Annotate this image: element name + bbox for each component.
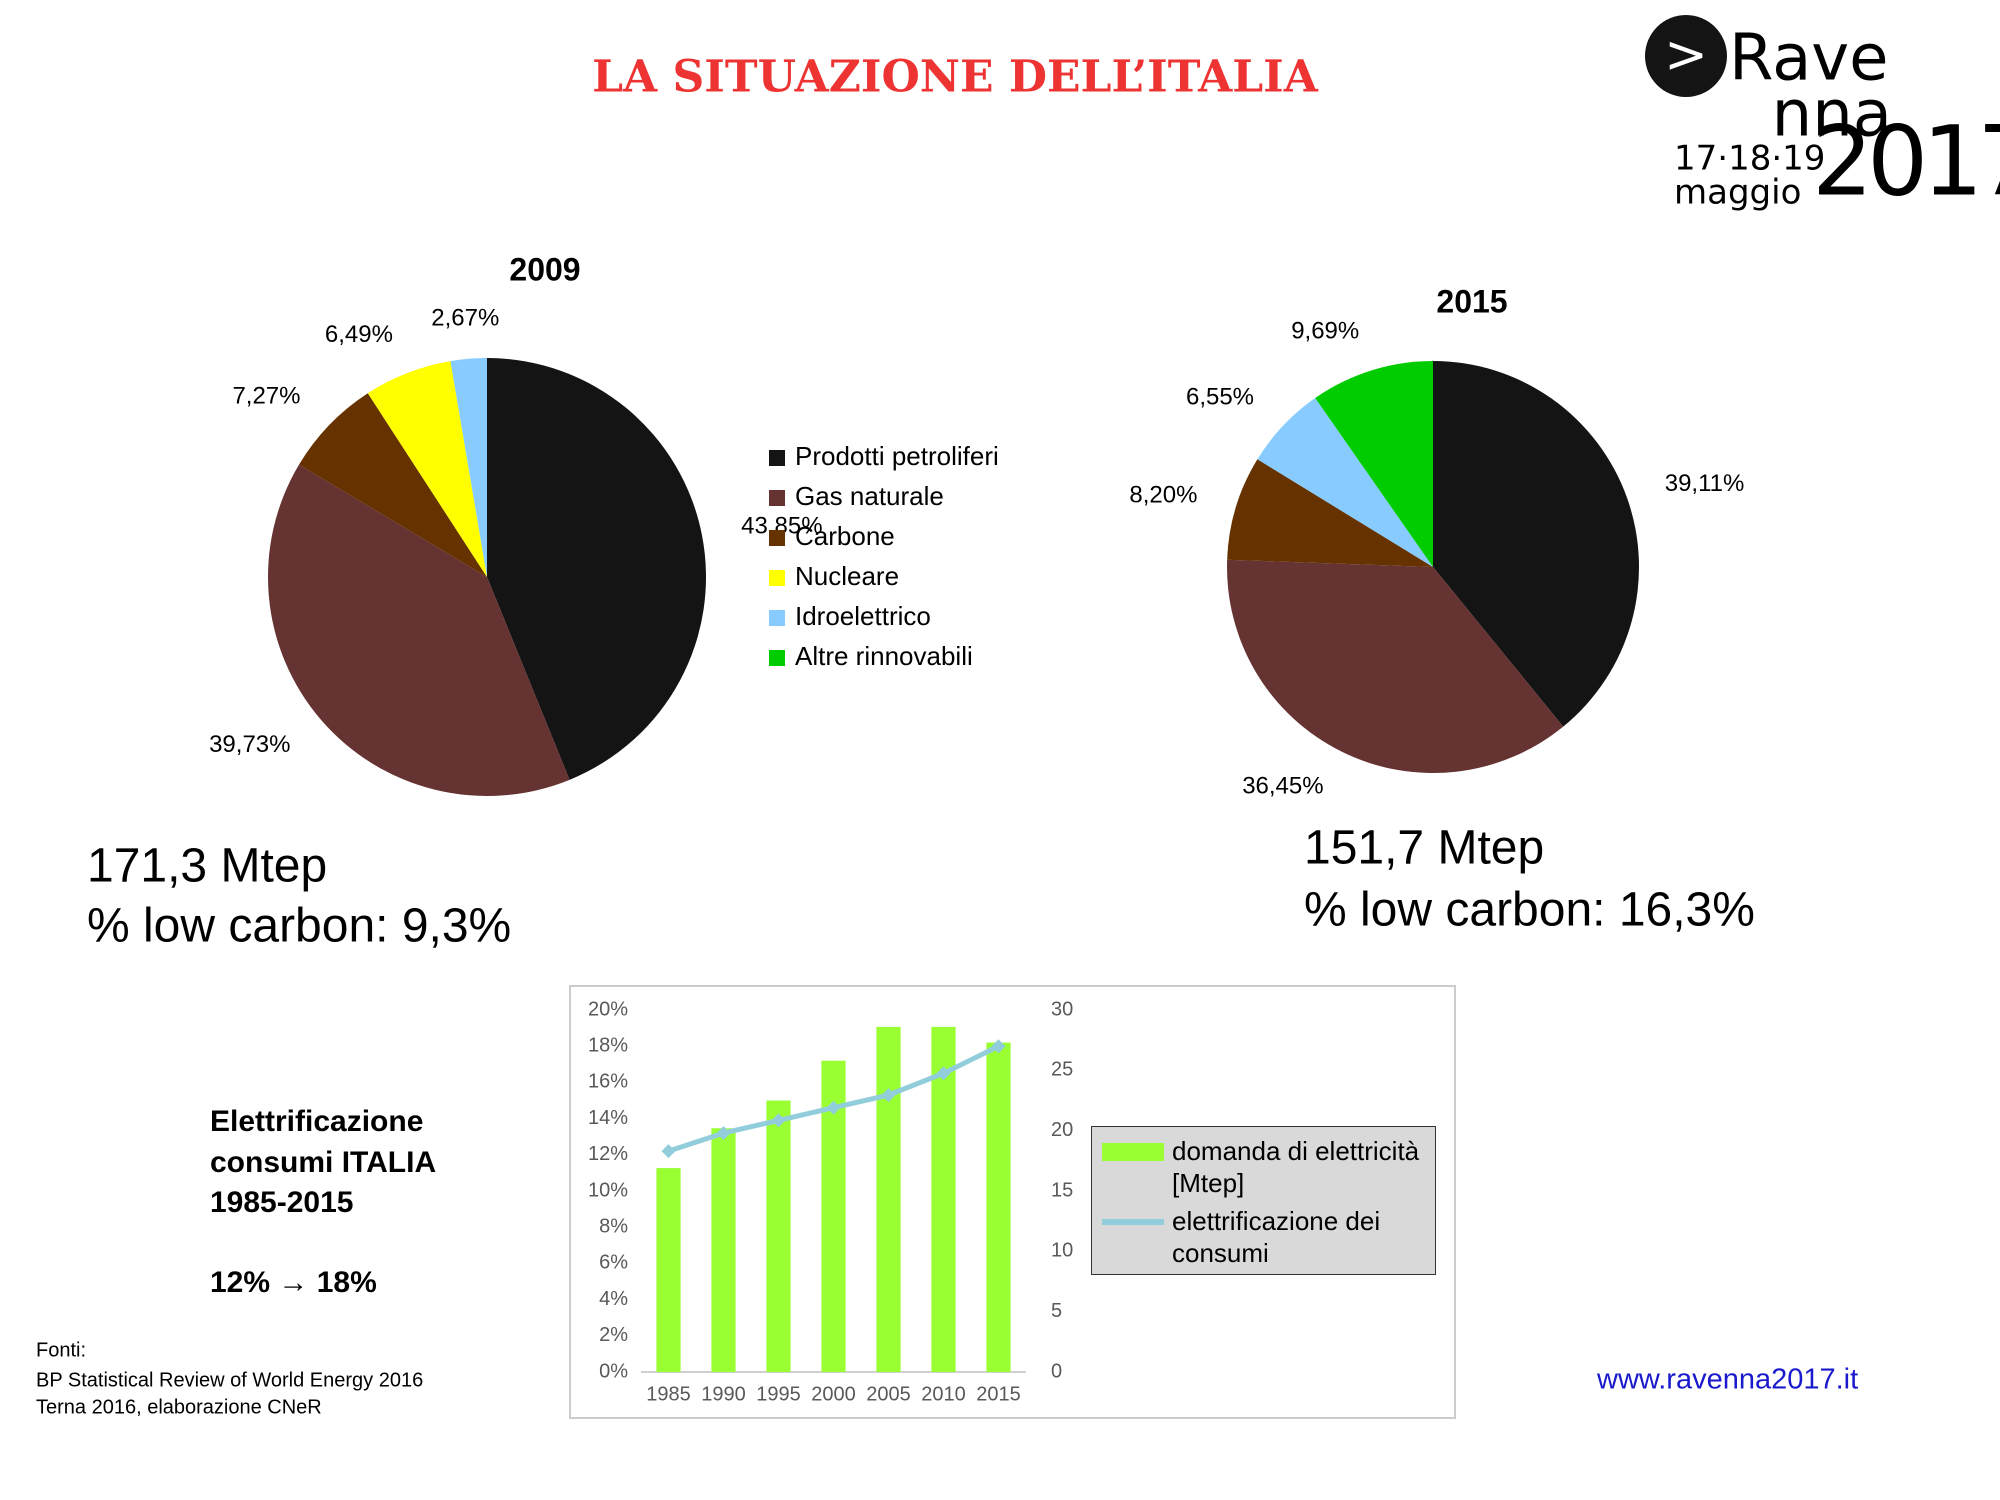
pie-slice — [1227, 559, 1564, 773]
y2-tick-label: 15 — [1051, 1179, 1073, 1201]
slide-title: LA SITUAZIONE DELL’ITALIA — [592, 52, 1319, 103]
pie-slice — [268, 464, 570, 797]
note-text: 12% → 18% — [210, 1266, 377, 1299]
y-tick-label: 12% — [588, 1143, 628, 1165]
y-tick-label: 0% — [599, 1360, 628, 1382]
chart-title: 2009 — [509, 251, 580, 287]
legend-swatch — [769, 490, 785, 506]
data-label: 39,11% — [1665, 470, 1745, 497]
y-tick-label: 4% — [599, 1288, 628, 1310]
bar — [766, 1100, 791, 1372]
summary: % low carbon: 16,3% — [1304, 884, 1755, 937]
marker — [826, 1100, 841, 1115]
logo-dates: 17·18·19 — [1674, 139, 1825, 179]
chart-title: 2015 — [1436, 283, 1507, 319]
legend-swatch — [769, 650, 785, 666]
data-label: 8,20% — [1129, 481, 1197, 508]
legend-label: Carbone — [795, 521, 895, 551]
legend-label: Nucleare — [795, 561, 899, 591]
x-tick-label: 2015 — [976, 1383, 1021, 1405]
note-text: consumi ITALIA — [210, 1146, 436, 1179]
pie-slice — [1315, 361, 1433, 567]
marker — [661, 1144, 676, 1159]
legend-label: Gas naturale — [795, 481, 944, 511]
source: BP Statistical Review of World Energy 20… — [36, 1369, 423, 1391]
url[interactable]: www.ravenna2017.it — [1596, 1364, 1858, 1396]
legend: domanda di elettricità [Mtep] elettrific… — [1091, 1126, 1436, 1275]
y2-tick-label: 0 — [1051, 1360, 1062, 1382]
legend-label: Altre rinnovabili — [795, 641, 973, 671]
x-tick-label: 1990 — [701, 1383, 746, 1405]
source: Terna 2016, elaborazione CNeR — [36, 1396, 322, 1418]
y-tick-label: 8% — [599, 1215, 628, 1237]
legend-swatch — [769, 450, 785, 466]
x-tick-label: 2010 — [921, 1383, 966, 1405]
y2-tick-label: 10 — [1051, 1240, 1073, 1262]
logo-text: Rave — [1729, 22, 1889, 96]
y2-tick-label: 25 — [1051, 1059, 1073, 1081]
data-label: 6,55% — [1186, 384, 1254, 411]
data-label: 6,49% — [325, 321, 393, 348]
logo-arrow: > — [1664, 25, 1708, 85]
pie-slice — [450, 358, 487, 577]
logo-text: nna — [1772, 78, 1892, 152]
pie-slice — [299, 393, 487, 577]
marker — [771, 1113, 786, 1128]
pie-slice — [1433, 361, 1639, 727]
y-tick-label: 20% — [588, 998, 628, 1020]
data-label: 39,73% — [209, 731, 290, 758]
legend-swatch — [769, 530, 785, 546]
pie-slice — [367, 361, 487, 577]
data-label: 9,69% — [1291, 318, 1359, 345]
y-tick-label: 14% — [588, 1107, 628, 1129]
data-label: 2,67% — [431, 304, 499, 331]
x-tick-label: 2000 — [811, 1383, 856, 1405]
y2-tick-label: 5 — [1051, 1300, 1062, 1322]
x-tick-label: 1985 — [646, 1383, 691, 1405]
source: Fonti: — [36, 1339, 86, 1361]
legend-label: elettrificazione dei consumi — [1172, 1206, 1381, 1268]
data-label: 36,45% — [1242, 773, 1323, 800]
legend-swatch — [769, 570, 785, 586]
y2-tick-label: 30 — [1051, 998, 1073, 1020]
y-tick-label: 18% — [588, 1034, 628, 1056]
y-tick-label: 6% — [599, 1252, 628, 1274]
legend-swatch — [1102, 1143, 1164, 1161]
legend-label: Idroelettrico — [795, 601, 931, 631]
note-text: Elettrificazione — [210, 1105, 423, 1138]
y-tick-label: 2% — [599, 1324, 628, 1346]
bar — [931, 1026, 956, 1372]
bar — [711, 1128, 736, 1372]
data-label: 7,27% — [232, 383, 300, 410]
legend-swatch — [1102, 1219, 1164, 1225]
summary: 151,7 Mtep — [1304, 822, 1544, 875]
marker — [991, 1039, 1006, 1054]
bar — [876, 1026, 901, 1372]
legend-label: domanda di elettricità [Mtep] — [1172, 1136, 1420, 1198]
legend-swatch — [769, 610, 785, 626]
y-tick-label: 16% — [588, 1071, 628, 1093]
bar — [656, 1168, 681, 1372]
x-tick-label: 2005 — [866, 1383, 911, 1405]
bar — [986, 1042, 1011, 1372]
note-text: 1985-2015 — [210, 1186, 353, 1219]
summary: % low carbon: 9,3% — [87, 900, 511, 953]
summary: 171,3 Mtep — [87, 840, 327, 893]
legend-label: Prodotti petroliferi — [795, 441, 999, 471]
y-tick-label: 10% — [588, 1179, 628, 1201]
logo-month: maggio — [1674, 173, 1801, 213]
marker — [881, 1088, 896, 1103]
pie-slice — [1227, 459, 1433, 567]
logo-year: 2017 — [1812, 105, 2000, 217]
x-tick-label: 1995 — [756, 1383, 801, 1405]
logo-circle — [1645, 15, 1727, 97]
marker — [716, 1126, 731, 1141]
marker — [936, 1066, 951, 1081]
pie-slice — [1257, 398, 1433, 567]
y2-tick-label: 20 — [1051, 1119, 1073, 1141]
pie-slice — [487, 358, 706, 780]
